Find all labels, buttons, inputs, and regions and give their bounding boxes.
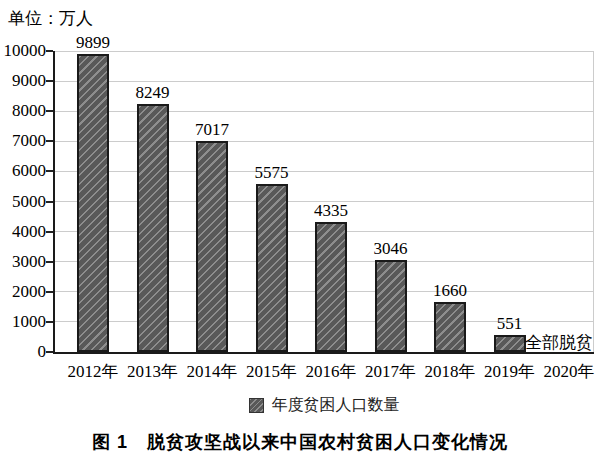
y-tick-label: 6000 bbox=[0, 161, 46, 181]
legend: 年度贫困人口数量 bbox=[55, 395, 593, 416]
y-tick-mark bbox=[46, 201, 53, 203]
grid-line bbox=[55, 81, 593, 82]
y-axis-line bbox=[53, 51, 55, 354]
y-tick-label: 0 bbox=[0, 342, 46, 362]
y-tick-mark bbox=[46, 110, 53, 112]
y-tick-label: 8000 bbox=[0, 101, 46, 121]
y-tick-mark bbox=[46, 291, 53, 293]
bar-value-label: 551 bbox=[465, 315, 555, 333]
unit-label: 单位：万人 bbox=[8, 7, 93, 30]
bar-2014年 bbox=[196, 141, 228, 352]
y-tick-mark bbox=[46, 170, 53, 172]
bar-value-label: 8249 bbox=[108, 84, 198, 102]
bar-value-label: 4335 bbox=[286, 202, 376, 220]
legend-label: 年度贫困人口数量 bbox=[272, 395, 400, 416]
y-tick-label: 7000 bbox=[0, 131, 46, 151]
bar-value-label: 5575 bbox=[227, 164, 317, 182]
y-tick-label: 3000 bbox=[0, 252, 46, 272]
y-tick-mark bbox=[46, 140, 53, 142]
figure: 单位：万人 0 1000 2000 3000 4000 5000 6000 7000 8000 9… bbox=[0, 0, 600, 463]
annotation-all-lifted: 全部脱贫 bbox=[525, 334, 593, 352]
y-tick-label: 4000 bbox=[0, 222, 46, 242]
bar-2019年 bbox=[494, 335, 526, 352]
bar-2013年 bbox=[137, 104, 169, 352]
bar-value-label: 3046 bbox=[346, 240, 436, 258]
bar-value-label: 1660 bbox=[405, 282, 495, 300]
y-tick-label: 1000 bbox=[0, 312, 46, 332]
bar-2012年 bbox=[77, 54, 109, 352]
bar-value-label: 9899 bbox=[48, 34, 138, 52]
plot-right-border bbox=[593, 51, 594, 352]
y-tick-mark bbox=[46, 231, 53, 233]
bar-value-label: 7017 bbox=[167, 121, 257, 139]
bar-2018年 bbox=[434, 302, 466, 352]
y-tick-mark bbox=[46, 351, 53, 353]
x-axis-line bbox=[53, 352, 594, 354]
bar-2016年 bbox=[315, 222, 347, 352]
y-tick-label: 5000 bbox=[0, 192, 46, 212]
x-tick-label: 2020年 bbox=[524, 360, 600, 383]
y-tick-mark bbox=[46, 261, 53, 263]
y-tick-mark bbox=[46, 321, 53, 323]
bar-2015年 bbox=[256, 184, 288, 352]
y-tick-label: 9000 bbox=[0, 71, 46, 91]
y-tick-label: 10000 bbox=[0, 41, 46, 61]
plot-area: 9899824970175575433530461660551 bbox=[55, 51, 593, 352]
bar-2017年 bbox=[375, 260, 407, 352]
y-tick-mark bbox=[46, 80, 53, 82]
legend-hatched-square-icon bbox=[249, 398, 264, 413]
y-tick-label: 2000 bbox=[0, 282, 46, 302]
figure-caption: 图 1 脱贫攻坚战以来中国农村贫困人口变化情况 bbox=[0, 430, 600, 454]
